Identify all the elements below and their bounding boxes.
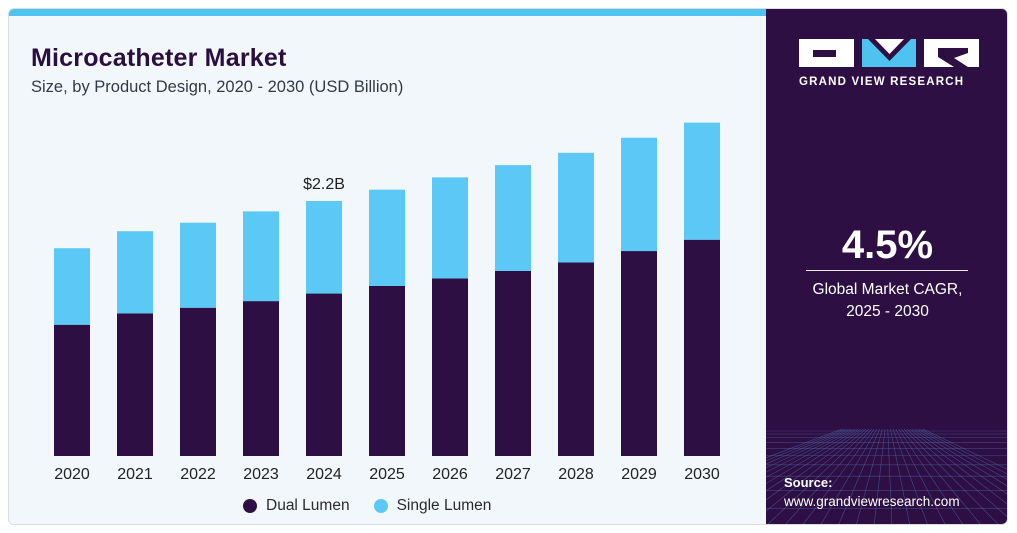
chart-card: Microcatheter Market Size, by Product De… [8,8,1008,525]
grid-line [766,429,867,512]
grid-line [898,429,964,524]
perspective-grid-decoration [766,429,1007,524]
grid-line [895,429,946,524]
bar-dual-lumen-2024 [306,293,342,456]
grid-line [917,429,1007,480]
logo-block-left-icon [799,39,854,67]
legend-swatch-single-lumen [373,499,388,513]
bar-single-lumen-2026 [432,177,468,279]
cagr-label-line2: 2025 - 2030 [846,303,929,320]
legend-label-dual-lumen: Dual Lumen [266,497,350,514]
x-tick-label-2021: 2021 [117,466,153,483]
grid-line [914,429,1007,487]
bar-chart: 2020 2021 2022 2023 2024 2025 2026 2027 2028 2029… [54,122,720,483]
grid-line [901,429,981,524]
bar-dual-lumen-2028 [558,262,594,456]
legend-item-dual-lumen: Dual Lumen [243,497,350,515]
cagr-label-line1: Global Market CAGR, [812,281,963,298]
x-tick-label-2022: 2022 [180,466,216,483]
legend-label-single-lumen: Single Lumen [396,497,492,514]
bar-dual-lumen-2026 [432,278,468,456]
source-label: Source: [784,475,833,490]
x-tick-label-2020: 2020 [54,466,90,483]
grid-line [766,429,856,478]
bar-single-lumen-2022 [180,222,216,308]
brand-name: GRAND VIEW RESEARCH [799,76,965,88]
chart-legend: Dual Lumen Single Lumen [243,497,491,515]
grid-line [856,429,883,524]
bar-dual-lumen-2020 [54,324,90,456]
bar-dual-lumen-2023 [243,301,279,456]
grand-view-research-logo: GRAND VIEW RESEARCH [799,39,980,88]
top-accent-stripe [9,9,766,16]
bar-single-lumen-2024 [306,201,342,294]
grid-line [766,429,848,465]
legend-item-single-lumen: Single Lumen [373,497,492,515]
grid-line [890,429,910,524]
x-tick-label-2023: 2023 [243,466,279,483]
grid-line [803,429,875,524]
source-url[interactable]: www.grandviewresearch.com [784,494,960,509]
x-tick-label-2026: 2026 [432,466,468,483]
logo-block-right-icon [924,39,980,67]
grid-line [767,429,870,524]
cagr-divider [806,270,968,271]
chart-subtitle: Size, by Product Design, 2020 - 2030 (US… [31,78,404,96]
cagr-label: Global Market CAGR, 2025 - 2030 [766,279,1007,323]
logo-mark [799,39,980,67]
x-tick-label-2030: 2030 [684,466,720,483]
grid-line [873,429,886,524]
chart-area: Microcatheter Market Size, by Product De… [9,16,766,524]
bar-dual-lumen-2027 [495,270,531,456]
bar-single-lumen-2030 [684,122,720,240]
cagr-value: 4.5% [841,223,934,267]
grid-line [920,429,1007,475]
bar-dual-lumen-2021 [117,313,153,456]
grid-line [903,429,999,524]
legend-swatch-dual-lumen [243,499,257,513]
x-tick-label-2025: 2025 [369,466,405,483]
grid-line [820,429,878,524]
bar-single-lumen-2029 [621,137,657,252]
grid-line [785,429,872,524]
x-tick-label-2027: 2027 [495,466,531,483]
grid-line [838,429,880,524]
bar-single-lumen-2025 [369,189,405,286]
grid-line [766,429,859,484]
grid-line [766,429,842,459]
grid-line [766,429,864,501]
grid-line [887,429,893,524]
grid-line [909,429,1007,505]
bar-dual-lumen-2022 [180,307,216,456]
x-tick-label-2029: 2029 [621,466,657,483]
bar-single-lumen-2028 [558,152,594,263]
x-tick-label-2028: 2028 [558,466,594,483]
bar-dual-lumen-2025 [369,286,405,456]
grid-line [892,429,928,524]
chart-title: Microcatheter Market [31,44,287,72]
logo-chevron-icon [861,39,917,67]
bar-single-lumen-2020 [54,248,90,325]
grid-line [766,429,845,461]
grid-line [911,429,1007,495]
bar-dual-lumen-2029 [621,251,657,456]
bar-single-lumen-2021 [117,231,153,314]
grid-line [766,429,861,492]
bar-single-lumen-2023 [243,211,279,302]
bar-single-lumen-2027 [495,165,531,271]
bar-dual-lumen-2030 [684,239,720,456]
data-label-2024: $2.2B [303,176,345,193]
grid-line [766,429,851,469]
grid-line [766,429,853,473]
grid-line [922,429,1007,470]
x-tick-label-2024: 2024 [306,466,342,483]
grid-line [906,429,1007,517]
info-panel: GRAND VIEW RESEARCH 4.5% Global Market C… [766,9,1007,524]
